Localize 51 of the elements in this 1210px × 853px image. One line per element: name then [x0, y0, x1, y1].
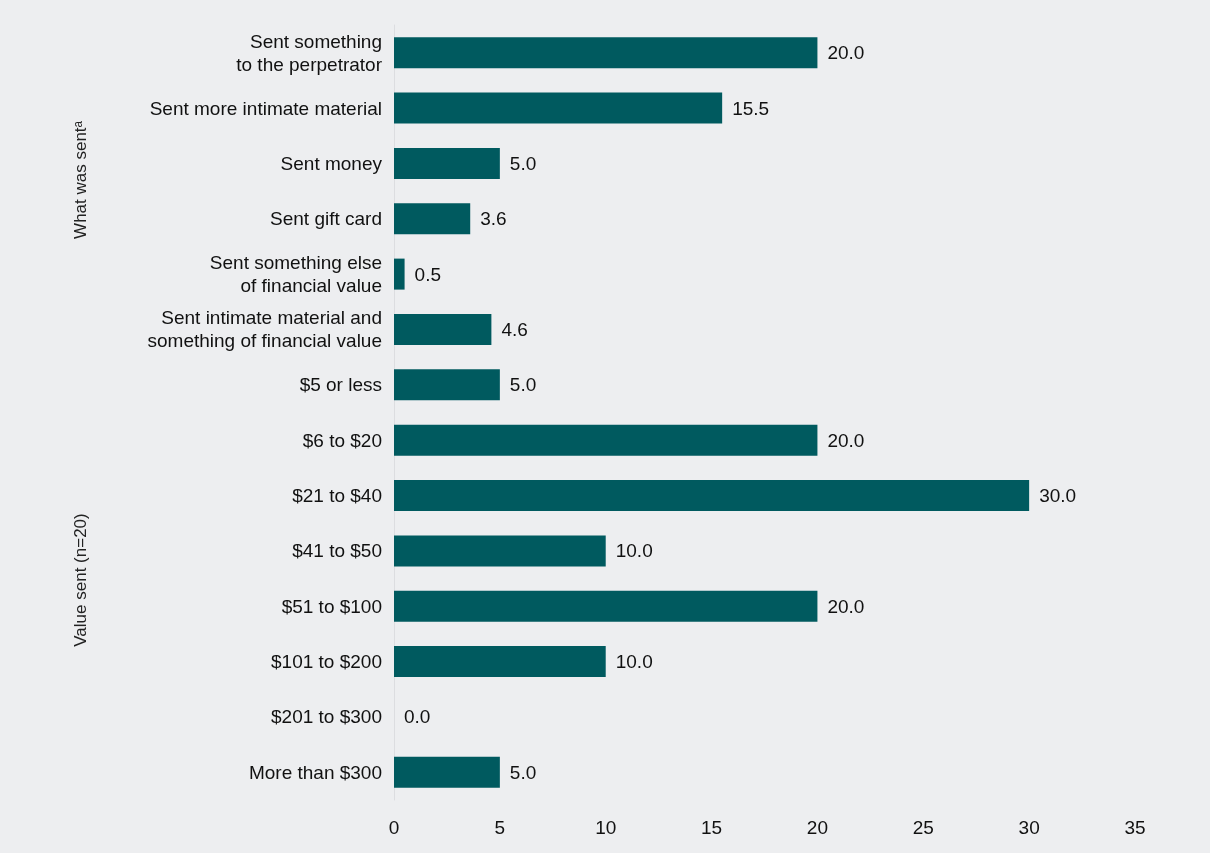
bar	[394, 258, 405, 290]
y-tick-label: Sent more intimate material	[149, 97, 382, 119]
data-label: 10.0	[615, 540, 653, 562]
data-label: 0.5	[414, 263, 442, 285]
x-tick-label: 25	[912, 817, 934, 838]
x-tick-label: 10	[595, 817, 617, 838]
bar	[394, 147, 500, 179]
text: Value sent (n=20)	[70, 513, 90, 647]
bar	[394, 590, 818, 622]
data-label: 5.0	[509, 152, 537, 174]
data-label: 3.6	[480, 208, 507, 230]
x-tick-label: 0	[388, 817, 400, 838]
data-label: 10.0	[615, 651, 653, 673]
y-tick-label: $101 to $200	[271, 651, 382, 673]
data-label: 5.0	[509, 761, 537, 783]
bar	[394, 756, 500, 788]
data-label: 20.0	[827, 429, 865, 451]
y-tick-label: More than $300	[248, 761, 382, 783]
y-tick-label: $41 to $50	[292, 540, 382, 562]
data-label: 20.0	[827, 42, 865, 64]
y-tick-label: Sent gift card	[270, 208, 382, 230]
bar	[394, 646, 606, 678]
y-tick-label: $6 to $20	[302, 429, 382, 451]
data-label: 15.5	[732, 97, 770, 119]
data-label: 0.0	[404, 706, 431, 728]
bar	[394, 424, 818, 456]
data-label: 30.0	[1039, 485, 1077, 507]
x-tick-label: 5	[494, 817, 506, 838]
text: What was sentᵃ	[70, 120, 90, 239]
x-tick-label: 15	[701, 817, 723, 838]
bar	[394, 535, 606, 567]
y-tick-label: Sent intimate material and something of financial value	[147, 307, 382, 352]
bar	[394, 203, 471, 235]
x-tick-label: 30	[1018, 817, 1040, 838]
y-tick-label: Sent something to the perpetrator	[236, 30, 383, 75]
y-tick-label: $21 to $40	[292, 485, 382, 507]
bar	[394, 480, 1030, 512]
y-tick-label: Sent something else of financial value	[209, 252, 382, 297]
x-tick-label: 35	[1124, 817, 1146, 838]
y-tick-label: $5 or less	[299, 374, 382, 396]
data-label: 4.6	[501, 318, 528, 340]
y-tick-label: Sent money	[280, 152, 383, 174]
bar	[394, 37, 818, 69]
y-tick-label: $201 to $300	[271, 706, 382, 728]
bar	[394, 369, 500, 401]
data-label: 20.0	[827, 595, 865, 617]
bar	[394, 92, 723, 124]
x-tick-label: 20	[806, 817, 828, 838]
y-tick-label: $51 to $100	[281, 595, 382, 617]
bar	[394, 313, 492, 345]
data-label: 5.0	[509, 374, 537, 396]
